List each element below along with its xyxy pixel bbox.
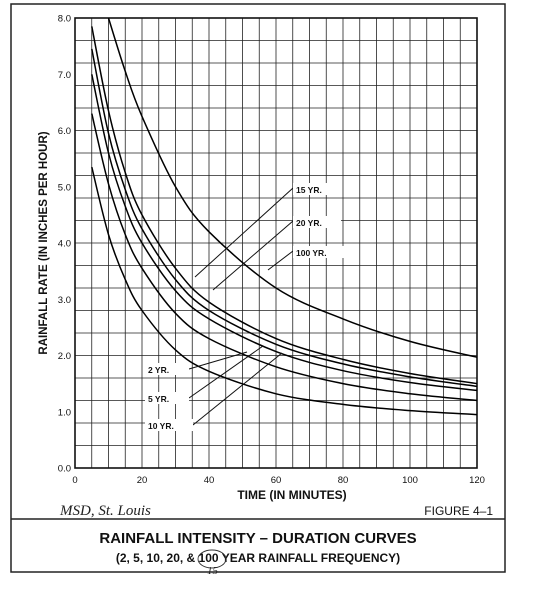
x-tick-label: 80 bbox=[338, 475, 349, 486]
handwritten-circle bbox=[197, 549, 227, 569]
leader-line bbox=[188, 351, 248, 370]
series-label-15yr: 15 YR. bbox=[293, 183, 341, 195]
y-tick-label: 6.0 bbox=[58, 126, 71, 137]
svg-text:15 YR.: 15 YR. bbox=[296, 185, 322, 195]
y-tick-labels: 0.0 1.0 2.0 3.0 4.0 5.0 6.0 7.0 8.0 bbox=[58, 14, 71, 475]
svg-text:100 YR.: 100 YR. bbox=[296, 248, 327, 258]
series-line-10yr bbox=[91, 74, 478, 392]
series-line-5yr bbox=[91, 113, 478, 402]
series-line-100yr bbox=[107, 17, 478, 358]
grid-lines bbox=[75, 18, 477, 468]
y-tick-label: 0.0 bbox=[58, 464, 71, 475]
x-tick-labels: 0 20 40 60 80 100 120 bbox=[72, 475, 485, 486]
y-tick-label: 3.0 bbox=[58, 295, 71, 306]
leader-line bbox=[212, 220, 294, 291]
series-label-10yr: 10 YR. bbox=[145, 419, 193, 431]
series-curves bbox=[91, 17, 478, 416]
figure-subtitle: (2, 5, 10, 20, & 100 YEAR RAINFALL FREQU… bbox=[116, 551, 400, 565]
figure-label: FIGURE 4–1 bbox=[424, 504, 493, 518]
leader-line bbox=[188, 345, 264, 399]
y-tick-label: 7.0 bbox=[58, 70, 71, 81]
leader-line bbox=[194, 187, 294, 278]
y-tick-label: 8.0 bbox=[58, 14, 71, 25]
svg-text:10 YR.: 10 YR. bbox=[148, 421, 174, 431]
y-tick-label: 2.0 bbox=[58, 351, 71, 362]
svg-text:20 YR.: 20 YR. bbox=[296, 218, 322, 228]
y-tick-label: 4.0 bbox=[58, 239, 71, 250]
series-label-20yr: 20 YR. bbox=[293, 216, 341, 228]
svg-text:2 YR.: 2 YR. bbox=[148, 365, 169, 375]
series-line-20yr bbox=[91, 26, 478, 385]
label-leader-lines bbox=[188, 187, 294, 426]
svg-text:5 YR.: 5 YR. bbox=[148, 394, 169, 404]
x-axis-title: TIME (IN MINUTES) bbox=[237, 488, 346, 502]
leader-line bbox=[267, 250, 294, 271]
figure-title: RAINFALL INTENSITY – DURATION CURVES bbox=[99, 530, 416, 547]
series-label-100yr: 100 YR. bbox=[293, 246, 345, 258]
x-tick-label: 120 bbox=[469, 475, 485, 486]
figure-frame: 0 20 40 60 80 100 120 0.0 1.0 2.0 3.0 4.0 5.0 6.0 7.0… bbox=[10, 3, 506, 577]
plot-border bbox=[74, 17, 478, 469]
x-tick-label: 60 bbox=[271, 475, 282, 486]
leader-line bbox=[192, 352, 283, 426]
handwritten-correction: 15 bbox=[207, 565, 219, 577]
y-axis-title: RAINFALL RATE (IN INCHES PER HOUR) bbox=[38, 131, 50, 354]
x-tick-label: 0 bbox=[72, 475, 77, 486]
x-tick-label: 40 bbox=[204, 475, 215, 486]
x-tick-label: 100 bbox=[402, 475, 418, 486]
y-tick-label: 1.0 bbox=[58, 407, 71, 418]
y-tick-label: 5.0 bbox=[58, 182, 71, 193]
series-label-5yr: 5 YR. bbox=[145, 392, 189, 404]
plot-area: 0 20 40 60 80 100 120 0.0 1.0 2.0 3.0 4.0 5.0 6.0 7.0… bbox=[58, 14, 485, 487]
x-tick-label: 20 bbox=[137, 475, 148, 486]
outer-border bbox=[10, 3, 506, 573]
series-line-2yr bbox=[91, 166, 478, 416]
series-line-15yr bbox=[91, 48, 478, 388]
series-label-2yr: 2 YR. bbox=[145, 363, 189, 375]
handwritten-note: MSD, St. Louis bbox=[59, 503, 151, 519]
